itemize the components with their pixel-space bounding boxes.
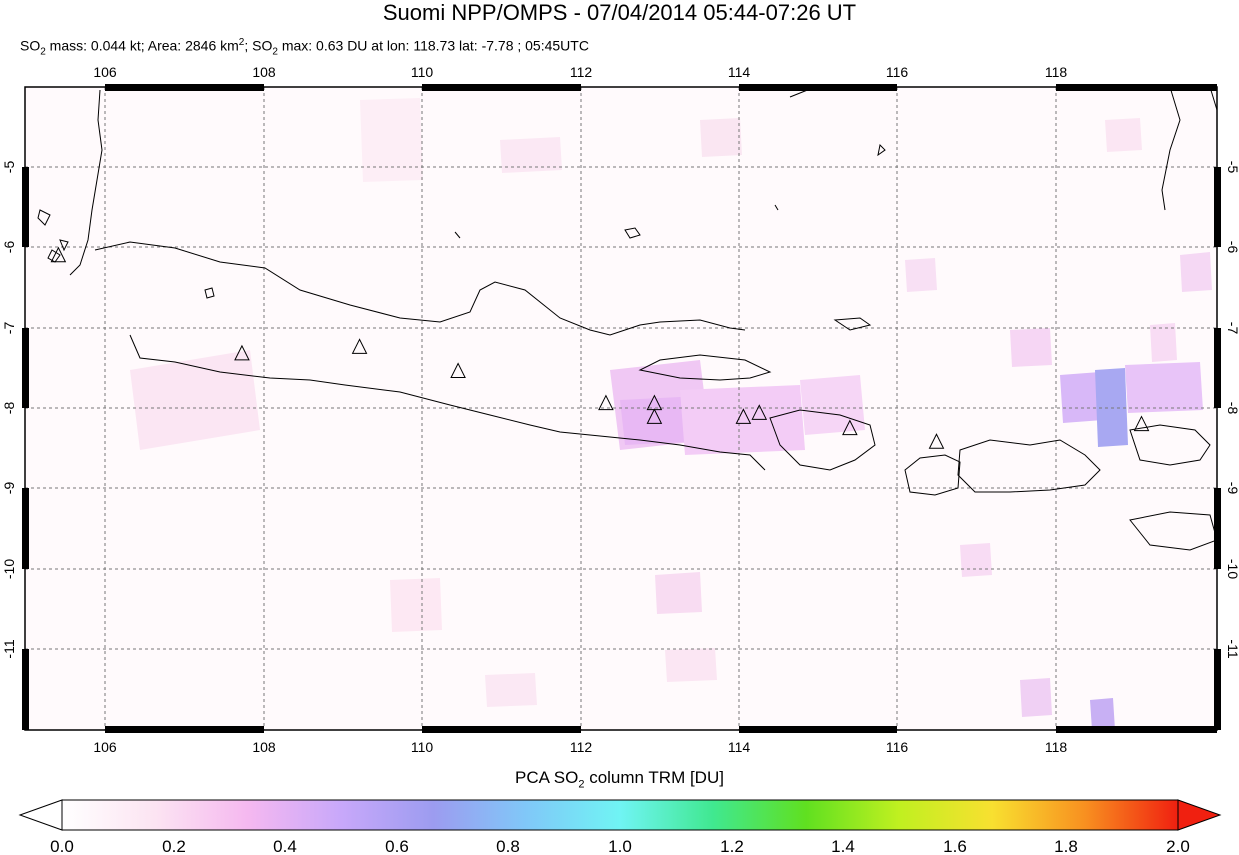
colorbar: 0.0 0.2 0.4 0.6 0.8 1.0 1.2 1.4 1.6 1.8 … (18, 799, 1222, 855)
lat-label-right: -8 (1225, 402, 1239, 415)
lat-label-right: -11 (1225, 639, 1239, 658)
volcano-triangle-icon (450, 362, 466, 379)
colorbar-tick: 2.0 (1166, 837, 1190, 855)
volcano-triangle-icon (351, 338, 368, 354)
lat-label-left: -9 (1, 482, 17, 495)
coastlines (37, 86, 1218, 551)
lon-label-top: 106 (93, 64, 117, 80)
frame-ticks (22, 84, 1221, 733)
lon-label-bottom: 112 (570, 739, 593, 755)
graticule (25, 87, 1217, 730)
colorbar-tick: 1.2 (720, 837, 744, 855)
lat-label-right: -9 (1225, 482, 1239, 495)
map-frame (24, 86, 1218, 731)
volcano-triangle-icon (1133, 415, 1150, 432)
volcano-triangle-icon (50, 246, 67, 263)
volcano-markers (50, 246, 1150, 449)
volcano-triangle-icon (842, 419, 858, 436)
lon-label-top: 110 (411, 64, 434, 80)
lon-label-bottom: 116 (886, 739, 909, 755)
lon-label-top: 114 (728, 64, 751, 80)
volcano-triangle-icon (234, 344, 250, 361)
lon-label-top: 112 (570, 64, 593, 80)
volcano-triangle-icon (751, 404, 768, 420)
lat-label-right: -7 (1225, 322, 1239, 335)
lat-label-left: -10 (1, 559, 17, 579)
lat-label-right: -6 (1225, 241, 1239, 254)
colorbar-tick: 1.0 (608, 837, 632, 855)
axis-labels: 106 108 110 112 114 116 118 106 108 110 … (1, 64, 1239, 755)
lon-label-top: 118 (1045, 64, 1068, 80)
map-title: Suomi NPP/OMPS - 07/04/2014 05:44-07:26 … (382, 0, 857, 25)
volcano-triangle-icon (646, 408, 663, 424)
colorbar-tick: 0.2 (162, 837, 186, 855)
colorbar-tick: 0.0 (50, 837, 74, 855)
colorbar-tick: 0.4 (273, 837, 297, 855)
lon-label-bottom: 118 (1045, 739, 1068, 755)
lat-label-left: -11 (1, 639, 17, 658)
lon-label-bottom: 114 (728, 739, 751, 755)
lon-label-bottom: 110 (411, 739, 434, 755)
colorbar-tick: 0.6 (385, 837, 409, 855)
lat-label-left: -8 (1, 402, 17, 415)
colorbar-tick: 1.8 (1054, 837, 1078, 855)
colorbar-gradient (61, 799, 1179, 831)
lon-label-bottom: 106 (93, 739, 117, 755)
lat-label-left: -6 (1, 241, 17, 254)
colorbar-high-arrow (1177, 799, 1222, 831)
lat-label-right: -5 (1225, 161, 1239, 174)
so2-pixels (130, 98, 1212, 730)
volcano-triangle-icon (598, 394, 614, 411)
lon-label-top: 116 (886, 64, 909, 80)
lat-label-left: -5 (1, 161, 17, 174)
so2-statistics: SO2 mass: 0.044 kt; Area: 2846 km2; SO2 … (20, 37, 589, 58)
lat-label-right: -10 (1225, 559, 1239, 579)
lat-label-left: -7 (1, 322, 17, 335)
colorbar-tick: 1.4 (831, 837, 855, 855)
colorbar-title: PCA SO2 column TRM [DU] (515, 768, 724, 791)
lon-label-top: 108 (252, 64, 276, 80)
colorbar-low-arrow (18, 799, 63, 831)
colorbar-tick: 1.6 (943, 837, 967, 855)
lon-label-bottom: 108 (252, 739, 276, 755)
volcano-triangle-icon (928, 433, 945, 449)
colorbar-tick: 0.8 (496, 837, 520, 855)
volcano-triangle-icon (735, 408, 752, 424)
